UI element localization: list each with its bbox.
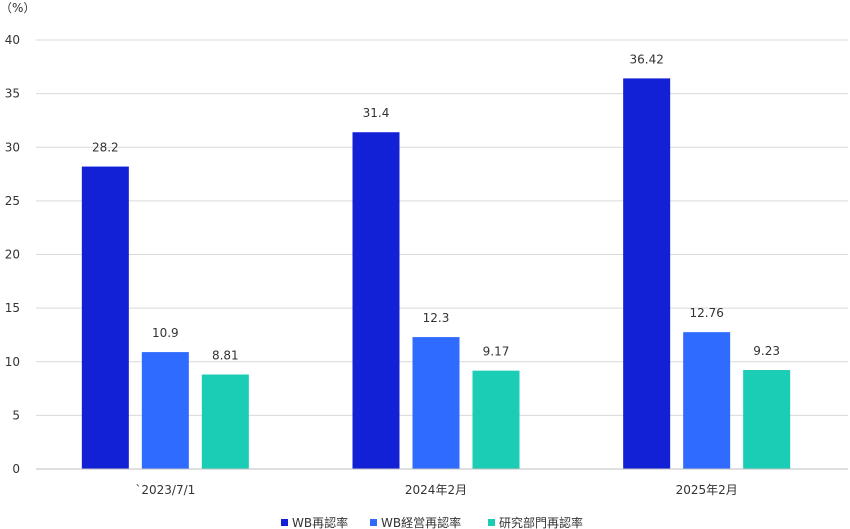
- bar-2-3: [683, 332, 731, 469]
- bar-1-3: [623, 78, 671, 469]
- legend-swatch: [370, 519, 377, 526]
- bar-3-1: [201, 374, 249, 469]
- data-label: 9.23: [753, 344, 780, 358]
- data-label: 36.42: [629, 52, 663, 66]
- y-tick-label: 15: [5, 301, 20, 315]
- bar-2-2: [412, 337, 460, 469]
- data-label: 28.2: [92, 141, 119, 155]
- y-tick-label: 40: [5, 33, 20, 47]
- y-tick-label: 20: [5, 248, 20, 262]
- bar-2-1: [141, 352, 189, 469]
- legend-swatch: [281, 519, 288, 526]
- data-label: 10.9: [152, 326, 179, 340]
- data-label: 31.4: [363, 106, 390, 120]
- y-tick-label: 30: [5, 140, 20, 154]
- bar-3-2: [472, 370, 520, 469]
- bars: [81, 78, 791, 470]
- x-category-label: 2025年2月: [676, 483, 738, 497]
- data-label: 9.17: [483, 345, 510, 359]
- legend-label: WB経営再認率: [381, 515, 461, 529]
- y-tick-label: 35: [5, 87, 20, 101]
- x-category-label: `2023/7/1: [135, 483, 195, 497]
- data-label: 12.76: [689, 306, 723, 320]
- data-label: 12.3: [423, 311, 450, 325]
- y-axis-ticks: 0 5 10 15 20 25 30 35 40: [5, 33, 20, 476]
- x-category-label: 2024年2月: [405, 483, 467, 497]
- legend-label: 研究部門再認率: [499, 515, 583, 529]
- legend: WB再認率 WB経営再認率 研究部門再認率: [281, 515, 583, 529]
- y-tick-label: 10: [5, 355, 20, 369]
- data-label: 8.81: [212, 349, 239, 363]
- bar-1-1: [81, 166, 129, 469]
- y-tick-label: 0: [12, 462, 20, 476]
- x-axis-categories: `2023/7/1 2024年2月 2025年2月: [135, 483, 737, 497]
- legend-label: WB再認率: [292, 515, 348, 529]
- y-axis-unit: （%）: [0, 1, 35, 15]
- y-tick-label: 5: [12, 408, 20, 422]
- data-labels: 28.2 10.9 8.81 31.4 12.3 9.17 36.42 12.76 9.23: [92, 52, 780, 362]
- y-tick-label: 25: [5, 194, 20, 208]
- bar-1-2: [352, 132, 400, 470]
- bar-3-3: [743, 370, 791, 469]
- legend-swatch: [488, 519, 495, 526]
